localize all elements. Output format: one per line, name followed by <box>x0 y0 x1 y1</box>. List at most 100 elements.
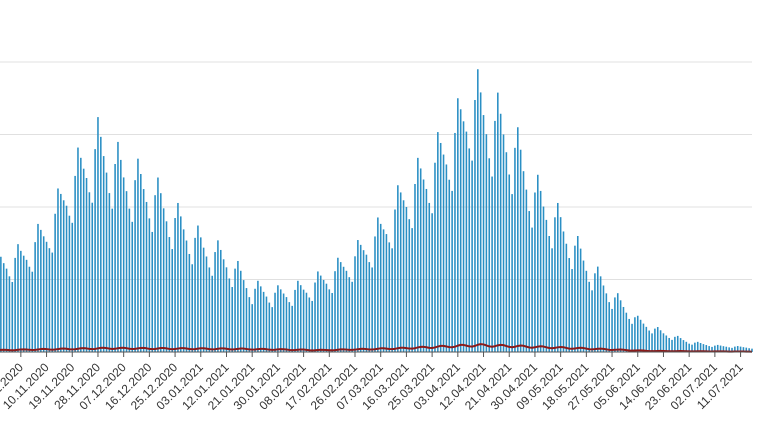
bar <box>228 278 231 352</box>
bar <box>488 158 491 352</box>
bar <box>128 208 131 352</box>
bar <box>462 121 465 352</box>
bar <box>719 345 722 352</box>
bar <box>419 168 422 352</box>
bar <box>517 127 519 352</box>
bar <box>648 330 650 352</box>
bar <box>85 178 88 352</box>
bar <box>325 283 328 352</box>
bar <box>331 292 333 352</box>
bar <box>334 271 336 352</box>
bar <box>17 244 19 352</box>
bar <box>588 281 590 352</box>
bar <box>528 211 531 352</box>
bar <box>299 285 302 352</box>
bar <box>108 193 111 352</box>
bar <box>62 200 65 352</box>
bar <box>234 268 236 352</box>
bar <box>251 304 253 352</box>
bar <box>91 202 94 352</box>
bar <box>554 217 556 352</box>
bar <box>625 312 628 352</box>
bar <box>102 156 105 352</box>
bar <box>711 346 713 352</box>
bar <box>579 248 582 352</box>
bar <box>199 237 202 352</box>
bar <box>502 134 505 352</box>
bar <box>154 195 156 352</box>
bar <box>619 300 622 352</box>
bar <box>614 297 616 352</box>
bar <box>177 202 179 352</box>
bar <box>231 287 233 352</box>
bar <box>219 249 222 352</box>
bar <box>445 164 448 352</box>
bar <box>491 176 493 352</box>
bar <box>574 245 576 352</box>
bar <box>180 216 182 352</box>
bar <box>411 228 413 352</box>
bar <box>628 318 630 352</box>
bar <box>337 257 339 352</box>
bar <box>297 280 299 352</box>
bar <box>696 341 699 352</box>
bar <box>345 270 348 352</box>
bar <box>282 293 285 352</box>
bar <box>656 327 659 352</box>
bar <box>665 335 668 352</box>
bar <box>319 275 322 352</box>
bar <box>479 92 482 352</box>
bar <box>142 189 145 352</box>
bar <box>751 348 753 352</box>
bar <box>465 131 468 352</box>
bar <box>265 296 268 352</box>
bar <box>248 297 251 352</box>
bar <box>80 157 82 352</box>
bar <box>568 258 570 352</box>
bar <box>131 221 134 352</box>
bar <box>725 346 728 352</box>
bar <box>368 262 371 352</box>
bar <box>140 174 142 352</box>
bar <box>2 263 5 352</box>
bar <box>308 297 311 352</box>
bar <box>434 162 436 352</box>
line-series <box>0 343 753 353</box>
bar <box>157 177 159 352</box>
bar <box>28 266 31 352</box>
bar <box>682 340 685 352</box>
bar <box>279 289 282 352</box>
bar <box>676 335 679 352</box>
bar <box>288 302 291 352</box>
bar <box>631 323 633 352</box>
bar <box>691 344 693 352</box>
bar <box>571 269 573 352</box>
bar <box>654 328 656 352</box>
bar <box>662 333 665 352</box>
bar <box>519 149 522 352</box>
bar <box>599 276 602 352</box>
bar <box>659 330 662 352</box>
bar <box>362 250 365 352</box>
bar <box>394 209 396 352</box>
bar <box>245 288 248 352</box>
bar <box>57 188 59 352</box>
bar <box>636 315 639 352</box>
bar-series <box>0 69 753 353</box>
bar <box>262 291 265 352</box>
bar <box>402 200 405 352</box>
bar <box>728 347 730 352</box>
bar <box>439 142 442 352</box>
bar <box>194 237 196 352</box>
bar <box>48 248 51 352</box>
bar <box>151 231 154 352</box>
bar <box>74 175 76 352</box>
bar <box>145 201 148 352</box>
bar <box>314 282 316 352</box>
bar <box>699 343 702 352</box>
bar <box>608 302 610 352</box>
bar <box>722 346 725 352</box>
bar <box>745 347 748 352</box>
bar <box>442 154 445 352</box>
